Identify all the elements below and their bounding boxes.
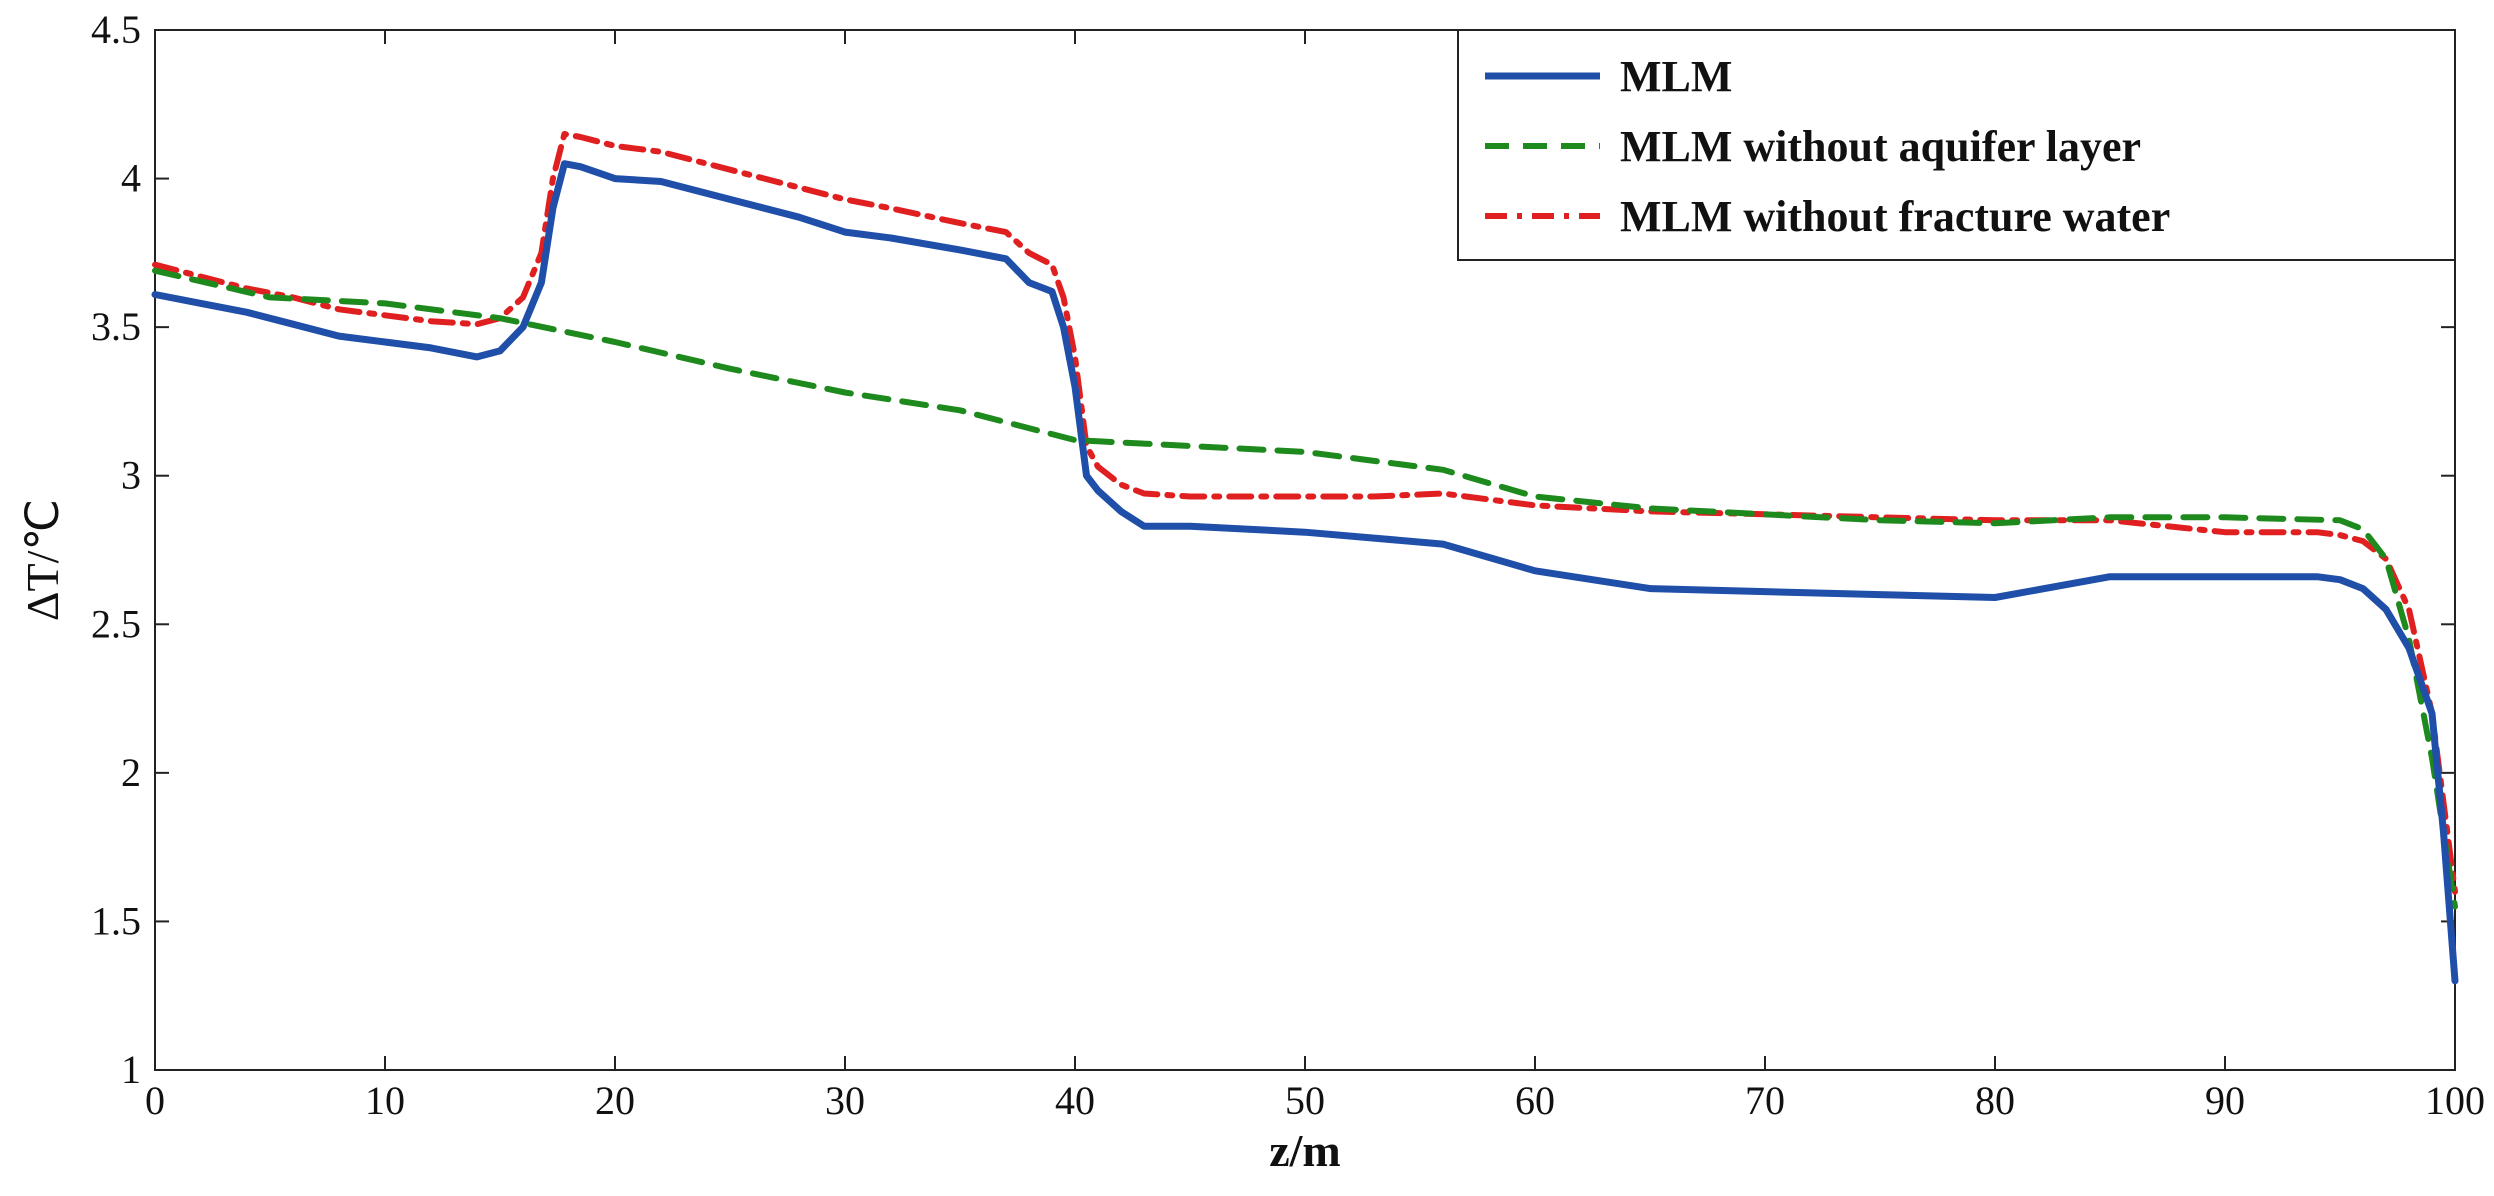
x-tick-label: 100 (2425, 1078, 2485, 1123)
x-tick-label: 60 (1515, 1078, 1555, 1123)
axis-ticks: 0 10 20 30 40 50 60 70 80 90 100 1 1.5 2 2.5 3 3.5 4 4.5 (91, 7, 2485, 1123)
y-tick-label: 3.5 (91, 304, 141, 349)
x-tick-label: 80 (1975, 1078, 2015, 1123)
y-tick-label: 2.5 (91, 601, 141, 646)
legend-label-no-aquifer: MLM without aquifer layer (1620, 122, 2141, 171)
x-tick-label: 90 (2205, 1078, 2245, 1123)
y-tick-label: 3 (121, 453, 141, 498)
series-layer (151, 131, 2459, 985)
x-axis-label: z/m (1269, 1125, 1341, 1176)
legend: MLM MLM without aquifer layer MLM withou… (1457, 29, 2456, 261)
x-tick-label: 10 (365, 1078, 405, 1123)
x-tick-label: 30 (825, 1078, 865, 1123)
legend-label-mlm: MLM (1620, 52, 1732, 101)
y-tick-label: 1 (121, 1047, 141, 1092)
y-axis-label: ΔT/℃ (17, 499, 68, 621)
legend-box (1457, 29, 2456, 261)
x-tick-label: 20 (595, 1078, 635, 1123)
legend-label-no-fracture: MLM without fracture water (1620, 192, 2170, 241)
x-tick-label: 40 (1055, 1078, 1095, 1123)
y-tick-label: 2 (121, 750, 141, 795)
x-tick-label: 70 (1745, 1078, 1785, 1123)
y-tick-label: 4.5 (91, 7, 141, 52)
y-tick-label: 1.5 (91, 898, 141, 943)
y-tick-label: 4 (121, 156, 141, 201)
series-line-mlm (151, 160, 2459, 985)
x-tick-label: 50 (1285, 1078, 1325, 1123)
x-tick-label: 0 (145, 1078, 165, 1123)
series-line-mlm-without-aquifer-layer (152, 267, 2458, 910)
